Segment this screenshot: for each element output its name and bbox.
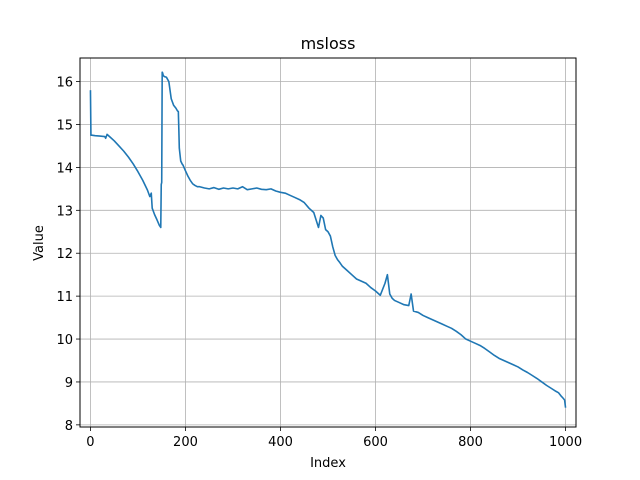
y-axis-label: Value: [32, 225, 47, 261]
y-tick-label: 8: [65, 419, 73, 434]
y-tick-label: 10: [56, 333, 73, 348]
x-tick-label: 200: [173, 435, 198, 450]
x-tick-label: 1000: [549, 435, 582, 450]
chart-title: msloss: [301, 34, 356, 53]
x-tick-label: 800: [458, 435, 483, 450]
x-axis: 0 200 400 600 800 1000: [86, 427, 582, 450]
y-tick-label: 15: [56, 119, 73, 134]
y-tick-label: 9: [65, 376, 73, 391]
x-tick-label: 0: [86, 435, 94, 450]
grid-lines: [80, 58, 576, 427]
y-tick-label: 12: [56, 247, 73, 262]
plot-frame: [79, 57, 577, 428]
x-axis-label: Index: [310, 456, 346, 471]
y-axis: 8 9 10 11 12 13 14 15 16: [56, 76, 80, 434]
y-tick-label: 11: [56, 290, 73, 305]
series-layer: [89, 71, 567, 408]
x-tick-label: 400: [268, 435, 293, 450]
y-tick-label: 13: [56, 204, 73, 219]
y-tick-label: 16: [56, 76, 73, 91]
y-tick-label: 14: [56, 161, 73, 176]
x-tick-label: 600: [363, 435, 388, 450]
series-line: [89, 71, 567, 408]
